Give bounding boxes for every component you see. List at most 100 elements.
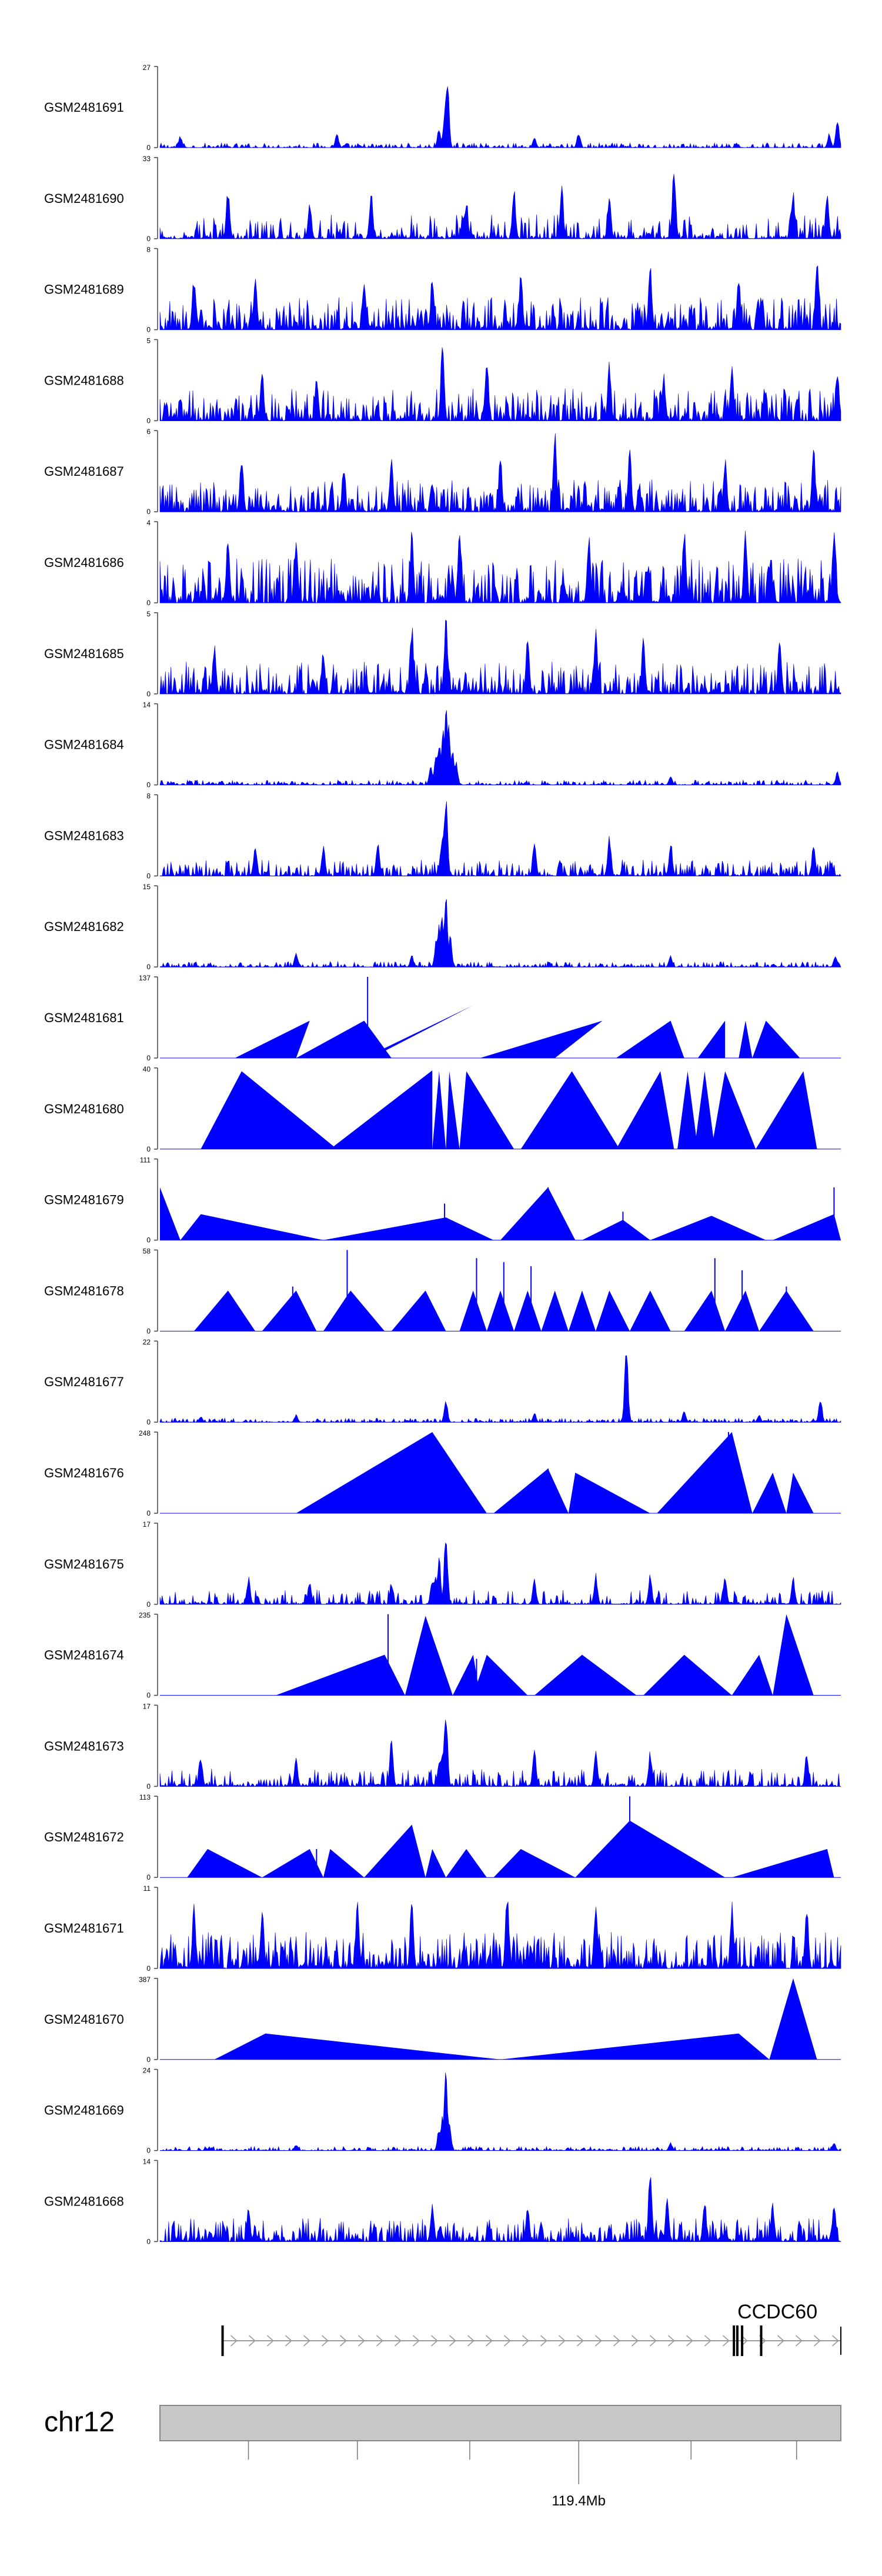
coverage-block	[711, 1071, 756, 1149]
strand-arrow	[540, 2335, 547, 2347]
coverage-block	[643, 1654, 732, 1696]
coverage-area	[159, 347, 841, 422]
strand-arrow	[376, 2335, 383, 2347]
track-label: GSM2481676	[44, 1466, 124, 1480]
strand-arrow	[322, 2335, 329, 2347]
y-max-label: 6	[146, 428, 151, 436]
coverage-block	[568, 1473, 650, 1513]
track-gsm2481675: GSM2481675 17 0	[44, 1520, 841, 1609]
track-label: GSM2481691	[44, 100, 124, 115]
coverage-block	[677, 1071, 698, 1149]
coverage-block	[323, 1848, 365, 1878]
track-gsm2481674: GSM2481674 235 0	[44, 1611, 841, 1700]
coverage-block	[459, 1071, 514, 1149]
track-label: GSM2481687	[44, 464, 124, 479]
ideogram-panel: chr12 119.4Mb	[44, 2405, 841, 2509]
strand-arrow	[449, 2335, 456, 2347]
strand-arrow	[267, 2335, 274, 2347]
y-max-label: 8	[146, 246, 151, 254]
track-label: GSM2481683	[44, 828, 124, 843]
coverage-area	[159, 710, 841, 786]
y-max-label: 387	[139, 1976, 151, 1984]
coverage-block	[405, 1616, 453, 1696]
strand-arrow	[340, 2335, 347, 2347]
y-max-label: 40	[143, 1065, 151, 1073]
exon-mark	[741, 2325, 744, 2356]
coverage-block	[480, 1020, 603, 1058]
y-min-label: 0	[146, 1145, 151, 1153]
y-min-label: 0	[146, 1691, 151, 1700]
coverage-block	[752, 1473, 787, 1513]
coverage-block	[201, 1071, 338, 1149]
coverage-block	[235, 1020, 310, 1058]
y-min-label: 0	[146, 1418, 151, 1426]
y-min-label: 0	[146, 144, 151, 152]
track-gsm2481678: GSM2481678 58 0	[44, 1247, 841, 1335]
y-max-label: 235	[139, 1611, 151, 1620]
strand-arrow	[358, 2335, 365, 2347]
y-max-label: 248	[139, 1429, 151, 1437]
track-label: GSM2481682	[44, 919, 124, 934]
track-gsm2481685: GSM2481685 5 0	[44, 610, 841, 698]
track-label: GSM2481668	[44, 2194, 124, 2208]
track-gsm2481679: GSM2481679 111 0	[44, 1156, 841, 1244]
track-label: GSM2481681	[44, 1010, 124, 1025]
strand-arrow	[613, 2335, 620, 2347]
strand-arrow	[522, 2335, 529, 2347]
exon-mark	[760, 2325, 763, 2356]
track-label: GSM2481670	[44, 2012, 124, 2027]
coverage-block	[473, 1654, 528, 1696]
y-max-label: 27	[143, 64, 151, 72]
y-max-label: 14	[143, 2157, 151, 2165]
coverage-area	[159, 619, 841, 695]
coverage-block	[739, 1020, 753, 1058]
coverage-block	[520, 1071, 620, 1149]
y-max-label: 11	[143, 1884, 151, 1893]
coverage-block	[323, 1290, 385, 1332]
track-label: GSM2481688	[44, 373, 124, 388]
strand-arrow	[668, 2335, 675, 2347]
strand-arrow	[777, 2335, 784, 2347]
y-max-label: 137	[139, 974, 151, 982]
y-max-label: 24	[143, 2067, 151, 2075]
y-max-label: 5	[146, 610, 151, 618]
coverage-area	[159, 1720, 841, 1787]
coverage-block	[364, 1824, 426, 1878]
strand-arrow	[632, 2335, 639, 2347]
coverage-block	[756, 1071, 817, 1149]
track-gsm2481671: GSM2481671 11 0	[44, 1884, 841, 1973]
y-max-label: 17	[143, 1520, 151, 1529]
coverage-block	[446, 1848, 487, 1878]
track-gsm2481682: GSM2481682 15 0	[44, 883, 841, 971]
coverage-block	[534, 1654, 637, 1696]
coverage-area	[159, 2177, 841, 2243]
track-label: GSM2481677	[44, 1374, 124, 1389]
coverage-block	[694, 1071, 715, 1149]
y-max-label: 113	[139, 1793, 151, 1801]
coverage-block	[364, 1005, 473, 1058]
track-label: GSM2481675	[44, 1557, 124, 1571]
coverage-block	[391, 1290, 446, 1332]
y-min-label: 0	[146, 1054, 151, 1062]
strand-arrow	[504, 2335, 511, 2347]
track-gsm2481668: GSM2481668 14 0	[44, 2157, 841, 2245]
coverage-block	[493, 1469, 569, 1513]
coverage-block	[657, 1432, 753, 1513]
strand-arrow	[577, 2335, 584, 2347]
track-label: GSM2481686	[44, 555, 124, 570]
track-gsm2481677: GSM2481677 22 0	[44, 1338, 841, 1426]
y-min-label: 0	[146, 1782, 151, 1790]
chromosome-ideogram	[159, 2405, 841, 2441]
track-gsm2481690: GSM2481690 33 0	[44, 155, 841, 243]
coverage-block	[684, 1290, 726, 1332]
coverage-block	[452, 1654, 480, 1696]
gene-label: CCDC60	[737, 2301, 817, 2323]
coverage-block	[486, 1290, 514, 1332]
strand-arrow	[650, 2335, 657, 2347]
y-min-label: 0	[146, 2237, 151, 2245]
y-min-label: 0	[146, 1327, 151, 1335]
y-max-label: 14	[143, 701, 151, 709]
coverage-block	[773, 1214, 841, 1240]
track-gsm2481688: GSM2481688 5 0	[44, 336, 841, 425]
